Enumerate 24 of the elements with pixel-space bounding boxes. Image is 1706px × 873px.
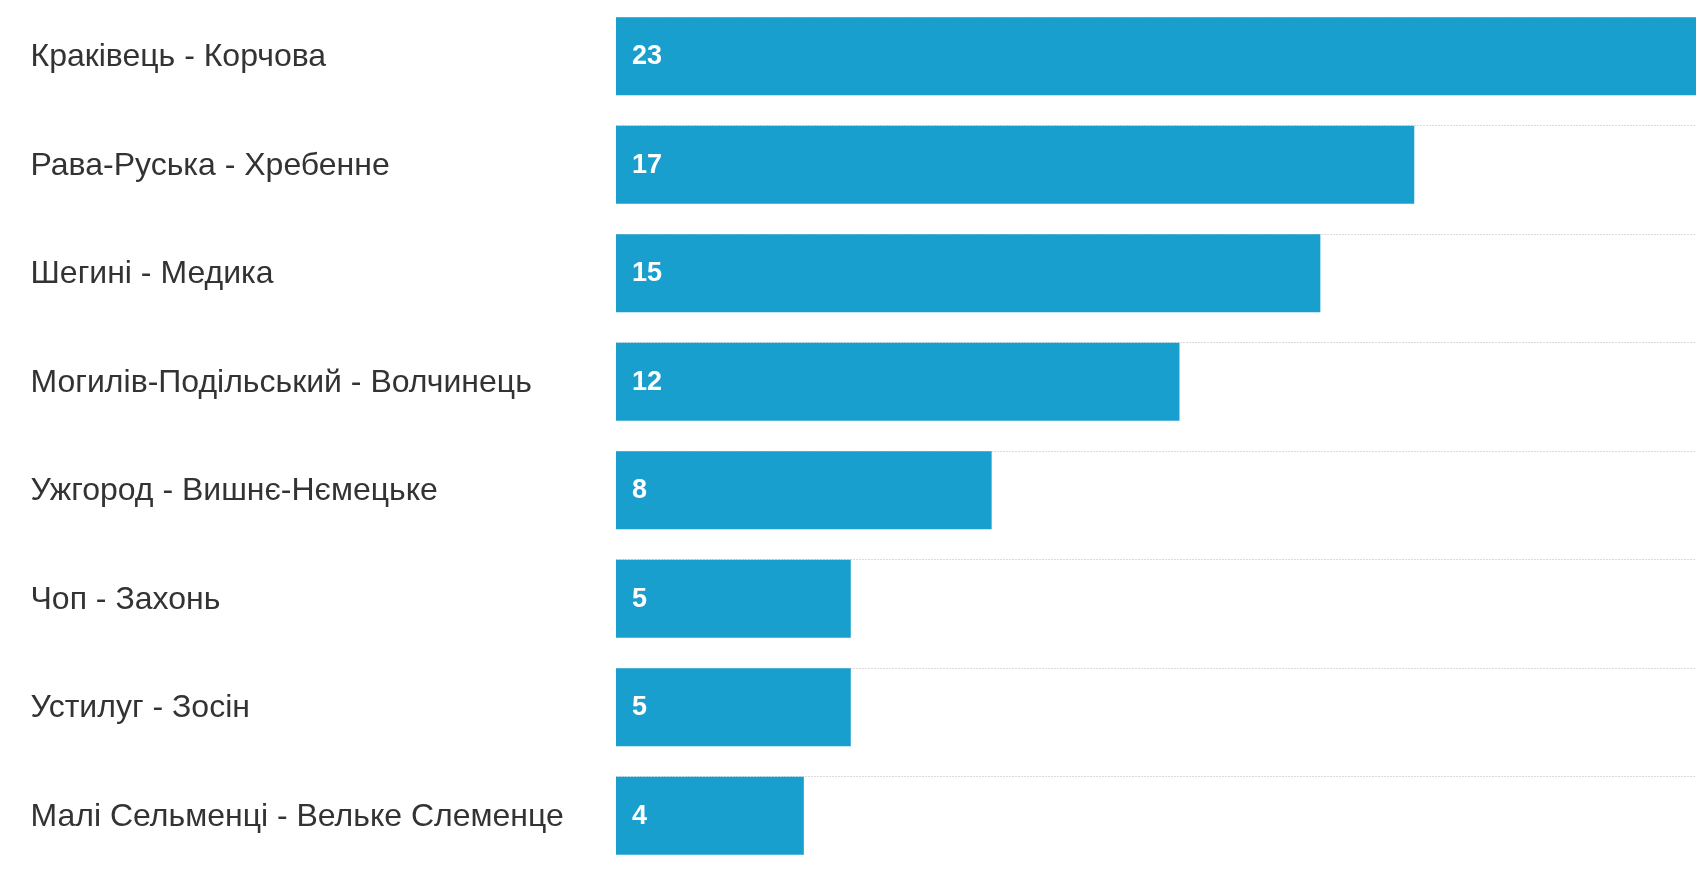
data-label: 23 (632, 40, 663, 71)
bar (616, 342, 1180, 421)
y-tick-label: Чоп - Захонь (30, 579, 221, 616)
data-label: 5 (632, 582, 648, 613)
y-tick-label: Устилуг - Зосін (30, 688, 250, 725)
bar (616, 776, 804, 855)
y-tick-label: Рава-Руська - Хребенне (30, 145, 390, 182)
data-label: 17 (632, 148, 663, 179)
bar (616, 451, 992, 530)
bar (616, 234, 1321, 313)
bar (616, 559, 851, 638)
y-tick-label: Шегині - Медика (30, 254, 274, 291)
y-tick-label: Могилів-Подільський - Волчинець (30, 362, 532, 399)
y-tick-label: Малі Сельменці - Вельке Слеменце (30, 796, 564, 833)
data-label: 15 (632, 257, 663, 288)
data-label: 12 (632, 365, 663, 396)
y-tick-label: Ужгород - Вишнє-Нємецьке (30, 471, 438, 508)
data-label: 4 (632, 799, 648, 830)
bar (616, 17, 1696, 96)
data-label: 8 (632, 474, 648, 505)
data-label: 5 (632, 691, 648, 722)
y-tick-label: Краківець - Корчова (30, 37, 327, 74)
bar (616, 125, 1415, 204)
bar (616, 668, 851, 747)
